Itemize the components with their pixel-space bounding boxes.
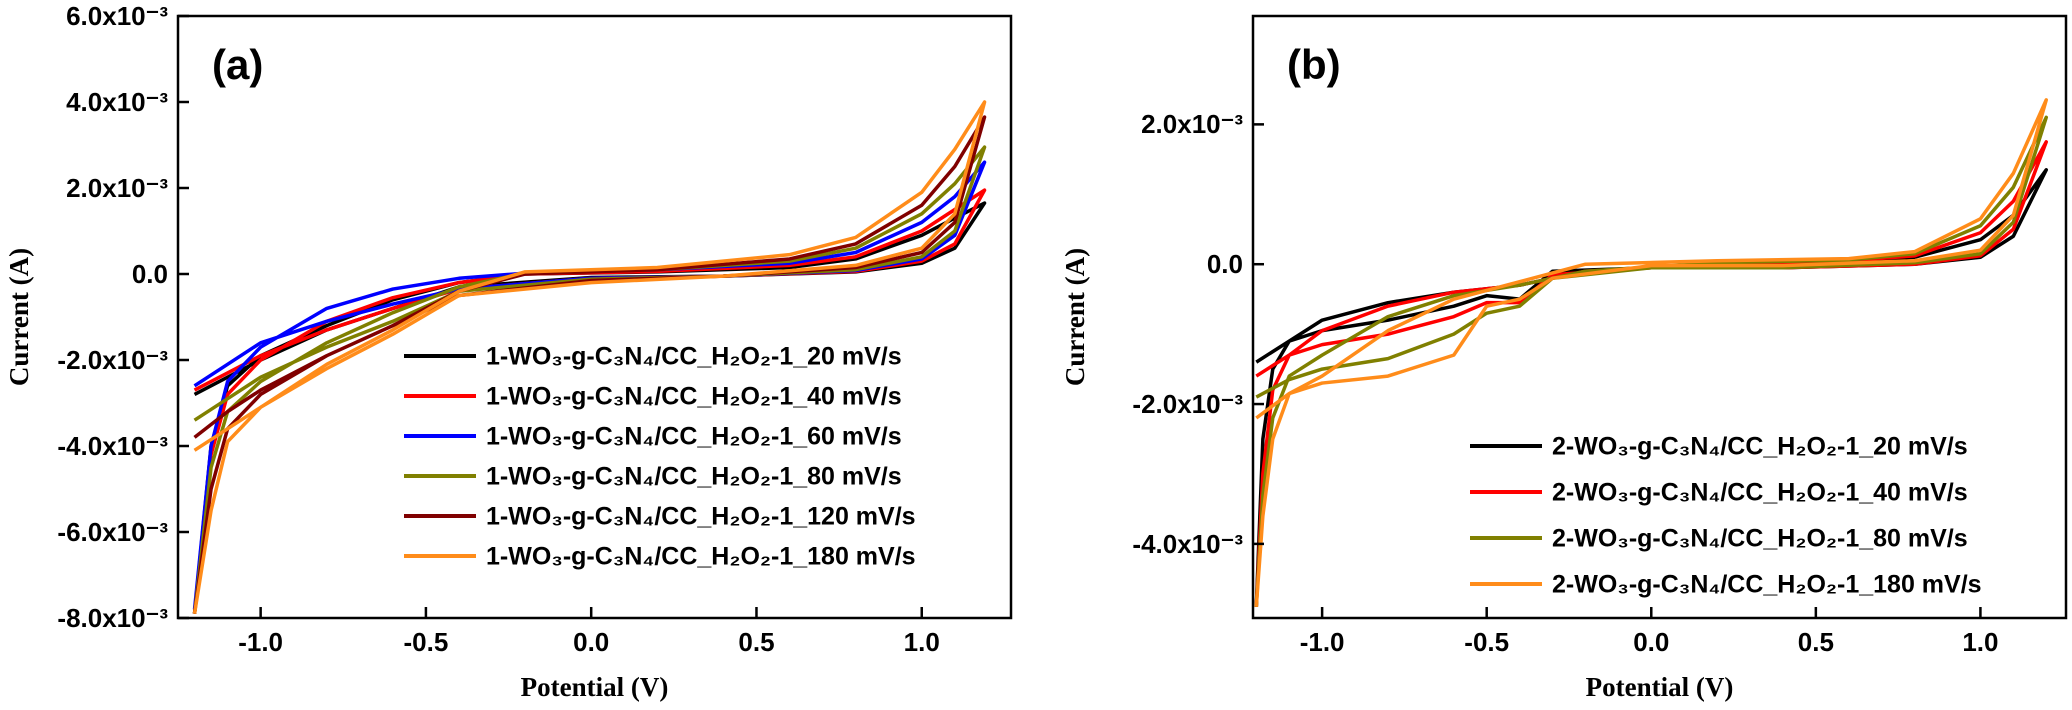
data-line	[192, 115, 987, 614]
y-tick-label: -8.0x10⁻³	[57, 603, 168, 633]
y-tick-label: -2.0x10⁻³	[57, 345, 168, 375]
x-tick-label: 0.0	[1633, 627, 1669, 657]
panel: -1.0 -0.5 0.0 0.5 1.0 -4.0x10⁻³ -2.0x10⁻³ 0.0 2.…	[1060, 14, 2068, 702]
legend-label: 1-WO₃-g-C₃N₄/CC_H₂O₂-1_20 mV/s	[486, 343, 902, 371]
data-line	[192, 145, 987, 614]
legend-label: 2-WO₃-g-C₃N₄/CC_H₂O₂-1_180 mV/s	[1552, 571, 1982, 599]
panel-label: (b)	[1287, 41, 1341, 88]
legend-label: 1-WO₃-g-C₃N₄/CC_H₂O₂-1_60 mV/s	[486, 423, 902, 451]
data-line	[192, 100, 987, 614]
legend-label: 1-WO₃-g-C₃N₄/CC_H₂O₂-1_120 mV/s	[486, 503, 916, 531]
legend-label: 2-WO₃-g-C₃N₄/CC_H₂O₂-1_20 mV/s	[1552, 433, 1968, 461]
legend-label: 1-WO₃-g-C₃N₄/CC_H₂O₂-1_80 mV/s	[486, 463, 902, 491]
legend-label: 1-WO₃-g-C₃N₄/CC_H₂O₂-1_40 mV/s	[486, 383, 902, 411]
panel: -1.0 -0.5 0.0 0.5 1.0 -8.0x10⁻³ -6.0x10⁻³ -4.0x…	[4, 1, 1013, 702]
x-axis-label: Potential (V)	[1586, 672, 1734, 702]
y-axis-label: Current (A)	[4, 248, 34, 386]
x-tick-label: -1.0	[1300, 627, 1345, 657]
plot-frame	[176, 14, 1013, 620]
y-tick-label: -4.0x10⁻³	[1132, 529, 1243, 559]
y-tick-label: 2.0x10⁻³	[66, 173, 168, 203]
data-line	[192, 160, 987, 610]
y-axis-label: Current (A)	[1060, 248, 1090, 386]
y-tick-label: 2.0x10⁻³	[1141, 109, 1243, 139]
x-tick-label: -0.5	[1464, 627, 1509, 657]
x-tick-label: 1.0	[904, 627, 940, 657]
x-tick-label: 0.5	[738, 627, 774, 657]
x-axis-label: Potential (V)	[521, 672, 669, 702]
y-tick-label: 0.0	[132, 259, 168, 289]
y-tick-label: -4.0x10⁻³	[57, 431, 168, 461]
x-tick-label: -0.5	[404, 627, 449, 657]
legend-label: 2-WO₃-g-C₃N₄/CC_H₂O₂-1_40 mV/s	[1552, 479, 1968, 507]
data-line	[1254, 168, 2048, 607]
data-line	[1254, 98, 2048, 607]
legend-label: 2-WO₃-g-C₃N₄/CC_H₂O₂-1_80 mV/s	[1552, 525, 1968, 553]
y-tick-label: 0.0	[1207, 249, 1243, 279]
x-tick-label: -1.0	[238, 627, 283, 657]
y-tick-label: -2.0x10⁻³	[1132, 389, 1243, 419]
y-tick-label: -6.0x10⁻³	[57, 517, 168, 547]
x-tick-label: 0.0	[573, 627, 609, 657]
y-tick-label: 4.0x10⁻³	[66, 87, 168, 117]
y-tick-label: 6.0x10⁻³	[66, 1, 168, 31]
x-tick-label: 1.0	[1962, 627, 1998, 657]
legend-label: 1-WO₃-g-C₃N₄/CC_H₂O₂-1_180 mV/s	[486, 543, 916, 571]
plot-frame	[1251, 14, 2068, 620]
x-tick-label: 0.5	[1798, 627, 1834, 657]
panel-label: (a)	[212, 41, 263, 88]
